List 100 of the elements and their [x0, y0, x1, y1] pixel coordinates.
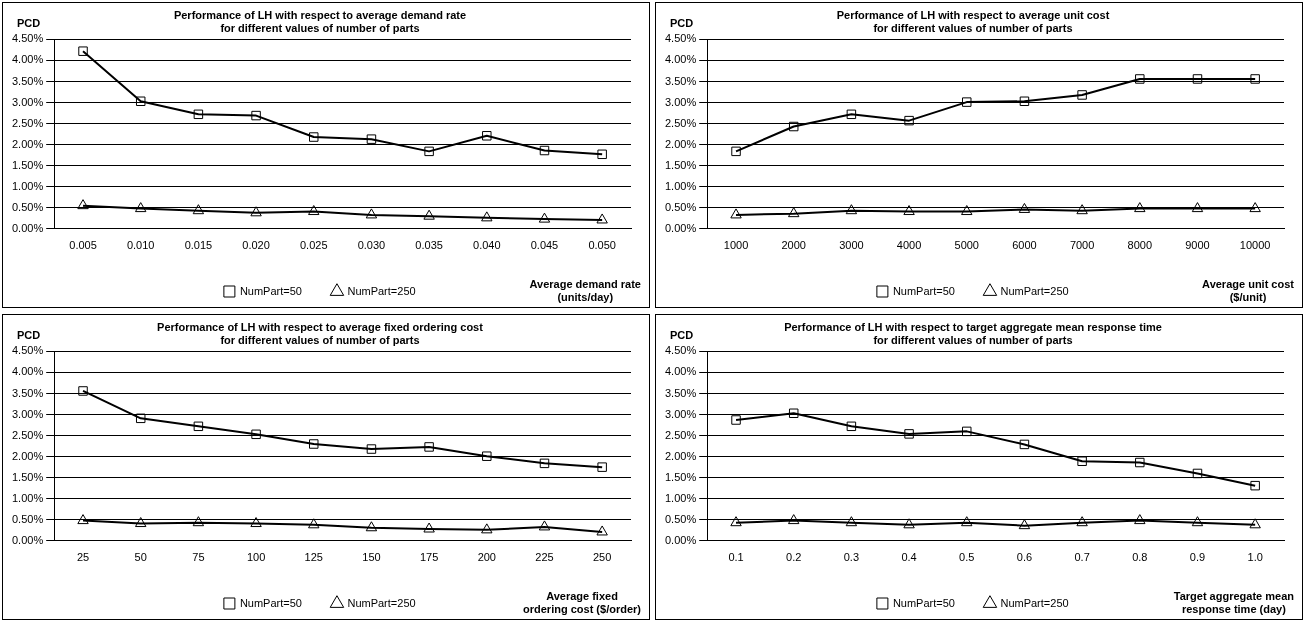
chart-title: Performance of LH with respect to average fixed ordering cost for different values of number of parts — [157, 320, 484, 346]
point — [539, 145, 550, 156]
point — [135, 517, 147, 528]
y-tick-label: 1.00% — [664, 179, 697, 192]
y-tick-label: 1.50% — [11, 158, 44, 171]
y-tick-label: 4.50% — [664, 344, 697, 357]
x-tick-label: 125 — [304, 551, 323, 564]
point — [250, 517, 262, 528]
y-tick-label: 1.50% — [664, 470, 697, 483]
chart-title: Performance of LH with respect to average unit cost for different values of number of parts — [836, 8, 1110, 34]
point — [1019, 439, 1030, 450]
point — [539, 458, 550, 469]
x-tick-label: 10000 — [1239, 239, 1271, 252]
y-tick-label: 2.50% — [11, 428, 44, 441]
point — [845, 204, 858, 215]
x-tick-label: 7000 — [1069, 239, 1095, 252]
point — [596, 525, 608, 536]
point — [961, 205, 973, 216]
point — [251, 110, 261, 121]
point — [250, 206, 262, 217]
point — [904, 115, 914, 126]
y-tick-label: 2.00% — [664, 137, 697, 150]
x-tick-label: 150 — [362, 551, 381, 564]
legend-label: NumPart=250 — [1000, 596, 1069, 609]
x-tick-label: 0.3 — [843, 551, 860, 564]
x-axis-title: Average demand rate (units/day) — [529, 278, 641, 304]
y-tick-label: 0.50% — [11, 512, 44, 525]
y-tick-label: 1.00% — [664, 491, 697, 504]
x-tick-label: 1000 — [723, 239, 749, 252]
point — [365, 208, 378, 219]
x-tick-label: 0.4 — [901, 551, 917, 564]
point — [1076, 516, 1088, 527]
point — [788, 121, 799, 132]
y-tick-label: 1.50% — [664, 158, 697, 171]
y-tick-label: 2.50% — [664, 428, 697, 441]
y-tick-label: 4.50% — [11, 32, 44, 45]
y-tick-label: 4.50% — [11, 344, 44, 357]
y-axis-title: PCD — [670, 329, 694, 341]
x-tick-label: 0.5 — [959, 551, 975, 564]
y-tick-label: 0.00% — [11, 221, 44, 234]
y-tick-label: 0.00% — [11, 533, 44, 546]
point — [251, 429, 261, 440]
point — [424, 442, 434, 452]
point — [962, 426, 972, 437]
point — [366, 444, 377, 454]
point — [596, 213, 608, 224]
y-tick-label: 1.00% — [11, 179, 44, 192]
legend-label: NumPart=250 — [347, 284, 416, 297]
point — [845, 516, 858, 527]
point — [192, 516, 205, 527]
x-tick-label: 225 — [535, 551, 554, 564]
point — [731, 415, 741, 425]
x-tick-label: 0.1 — [728, 551, 744, 564]
y-tick-label: 1.00% — [11, 491, 44, 504]
point — [193, 421, 204, 432]
y-tick-label: 1.50% — [11, 470, 44, 483]
point — [309, 439, 319, 449]
y-tick-label: 4.50% — [664, 32, 697, 45]
x-tick-label: 100 — [246, 551, 266, 564]
x-tick-label: 0.015 — [184, 239, 213, 252]
point — [1192, 468, 1203, 479]
y-tick-label: 2.00% — [664, 449, 697, 462]
x-tick-label: 4000 — [896, 239, 922, 252]
point — [481, 523, 493, 534]
y-tick-label: 3.50% — [664, 386, 697, 399]
y-tick-label: 2.00% — [11, 137, 44, 150]
x-axis-title: Average unit cost ($/unit) — [1202, 278, 1294, 304]
point — [788, 408, 799, 419]
point — [961, 516, 973, 527]
point — [309, 132, 319, 142]
point — [788, 207, 800, 218]
point — [423, 209, 435, 220]
y-tick-label: 3.50% — [664, 74, 697, 87]
y-tick-label: 4.00% — [664, 53, 697, 66]
x-tick-label: 0.045 — [530, 239, 559, 252]
y-tick-label: 4.00% — [664, 365, 697, 378]
y-tick-label: 3.00% — [664, 95, 697, 108]
x-axis-title: Average fixed ordering cost ($/order) — [523, 590, 641, 616]
x-tick-label: 75 — [192, 551, 205, 564]
y-axis-title: PCD — [670, 17, 694, 29]
y-tick-label: 0.00% — [664, 533, 697, 546]
point — [538, 212, 551, 223]
x-tick-label: 6000 — [1012, 239, 1037, 252]
y-tick-label: 0.50% — [664, 512, 697, 525]
x-tick-label: 5000 — [954, 239, 979, 252]
chart-title: Performance of LH with respect to target aggregate mean response time for different values of number of parts — [784, 320, 1162, 346]
y-axis-title: PCD — [17, 17, 41, 29]
x-tick-label: 0.035 — [415, 239, 443, 252]
x-tick-label: 0.9 — [1189, 551, 1206, 564]
point — [366, 134, 377, 144]
y-tick-label: 3.00% — [664, 407, 697, 420]
point — [1076, 204, 1088, 215]
point — [78, 46, 88, 56]
x-tick-label: 250 — [592, 551, 612, 564]
y-tick-label: 4.00% — [11, 53, 44, 66]
point — [1134, 202, 1146, 213]
x-tick-label: 3000 — [839, 239, 864, 252]
point — [1249, 518, 1261, 529]
point — [365, 521, 378, 532]
y-tick-label: 3.00% — [11, 95, 44, 108]
